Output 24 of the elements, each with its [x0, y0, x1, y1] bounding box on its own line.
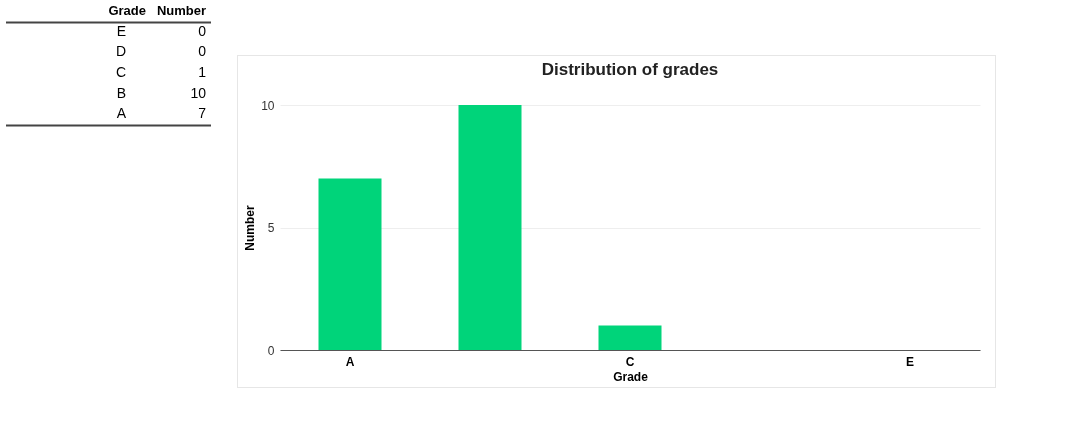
- category-label: A: [116, 105, 127, 122]
- text: Grade: [108, 3, 146, 19]
- y-axis-title: Number: [243, 205, 258, 251]
- data-label: 7: [198, 105, 207, 122]
- category-label: B: [116, 84, 126, 101]
- x-tick-label: A: [345, 354, 355, 369]
- text: Number: [156, 3, 206, 19]
- x-axis-title: Grade: [613, 369, 649, 384]
- category-label: C: [115, 63, 126, 80]
- data-label: 10: [190, 84, 207, 101]
- x-tick-label: C: [625, 354, 635, 369]
- data-label: 0: [198, 22, 207, 39]
- y-tick-label: 5: [267, 221, 275, 235]
- category-label: D: [115, 43, 126, 60]
- data-label: 0: [198, 43, 207, 60]
- bar: [318, 178, 382, 350]
- y-tick-label: 0: [267, 343, 275, 358]
- y-tick-label: 10: [261, 98, 275, 113]
- data-label: 1: [198, 63, 207, 80]
- category-label: E: [116, 22, 126, 39]
- x-tick-label: E: [905, 354, 915, 369]
- chart-title: Distribution of grades: [541, 60, 719, 79]
- bar: [458, 105, 522, 350]
- bar: [598, 325, 662, 350]
